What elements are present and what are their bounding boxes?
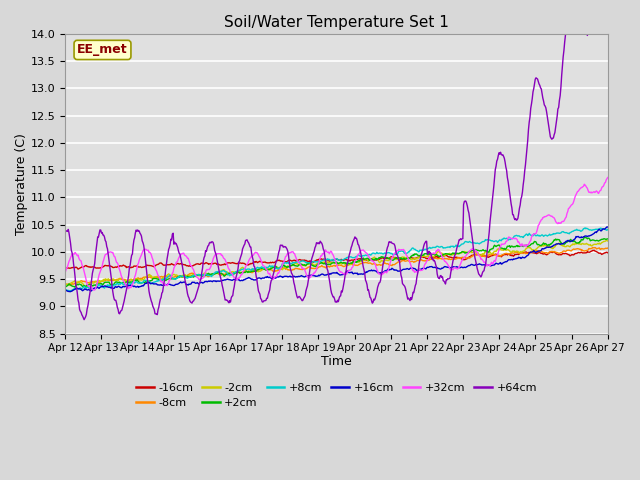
+32cm xyxy=(403,253,411,259)
-8cm xyxy=(589,245,596,251)
+32cm xyxy=(71,250,79,255)
+2cm xyxy=(71,284,79,290)
+2cm xyxy=(403,256,411,262)
+32cm xyxy=(183,254,191,260)
-8cm xyxy=(419,258,427,264)
+64cm xyxy=(80,317,88,323)
-2cm xyxy=(604,238,612,244)
Text: EE_met: EE_met xyxy=(77,43,128,57)
+32cm xyxy=(604,175,612,180)
-2cm xyxy=(603,238,611,243)
+64cm xyxy=(419,247,427,253)
+16cm xyxy=(183,282,191,288)
+16cm xyxy=(419,265,427,271)
+64cm xyxy=(128,252,136,258)
-16cm xyxy=(128,264,136,270)
-16cm xyxy=(403,255,411,261)
+8cm xyxy=(581,225,589,231)
+8cm xyxy=(212,269,220,275)
-16cm xyxy=(604,250,612,255)
-16cm xyxy=(183,263,191,269)
+64cm xyxy=(403,293,411,299)
+16cm xyxy=(403,265,411,271)
+32cm xyxy=(90,287,98,293)
+2cm xyxy=(419,252,427,258)
+32cm xyxy=(61,269,69,275)
Legend: -16cm, -8cm, -2cm, +2cm, +8cm, +16cm, +32cm, +64cm: -16cm, -8cm, -2cm, +2cm, +8cm, +16cm, +3… xyxy=(131,378,541,413)
+8cm xyxy=(61,287,69,292)
+16cm xyxy=(128,283,136,288)
+2cm xyxy=(128,279,136,285)
Title: Soil/Water Temperature Set 1: Soil/Water Temperature Set 1 xyxy=(224,15,449,30)
+16cm xyxy=(212,278,220,284)
+16cm xyxy=(604,224,612,230)
+16cm xyxy=(61,288,69,293)
-2cm xyxy=(212,271,220,276)
+64cm xyxy=(183,286,191,291)
+2cm xyxy=(183,274,191,280)
-16cm xyxy=(212,260,220,266)
+32cm xyxy=(212,252,220,257)
-2cm xyxy=(71,277,79,283)
-2cm xyxy=(128,277,136,283)
Y-axis label: Temperature (C): Temperature (C) xyxy=(15,133,28,235)
X-axis label: Time: Time xyxy=(321,355,352,368)
-8cm xyxy=(212,270,220,276)
Line: +32cm: +32cm xyxy=(65,178,608,290)
+2cm xyxy=(61,284,69,290)
-2cm xyxy=(83,284,90,290)
+32cm xyxy=(419,267,427,273)
-16cm xyxy=(419,254,427,260)
Line: -8cm: -8cm xyxy=(65,248,608,285)
-8cm xyxy=(403,258,411,264)
+16cm xyxy=(603,224,611,230)
-8cm xyxy=(183,273,191,278)
+8cm xyxy=(183,275,191,280)
-2cm xyxy=(403,255,411,261)
Line: +2cm: +2cm xyxy=(65,237,608,287)
-8cm xyxy=(128,276,136,282)
+8cm xyxy=(604,227,612,232)
-16cm xyxy=(71,265,79,271)
-8cm xyxy=(72,280,79,286)
-8cm xyxy=(604,245,612,251)
+8cm xyxy=(419,247,427,253)
-2cm xyxy=(419,253,427,259)
+8cm xyxy=(65,288,73,294)
-2cm xyxy=(61,281,69,287)
+2cm xyxy=(580,234,588,240)
+8cm xyxy=(403,250,411,256)
-8cm xyxy=(61,281,69,287)
+16cm xyxy=(72,286,79,291)
-16cm xyxy=(74,266,82,272)
+8cm xyxy=(72,286,79,291)
-16cm xyxy=(61,265,69,271)
-16cm xyxy=(590,247,598,253)
Line: -16cm: -16cm xyxy=(65,250,608,269)
Line: +64cm: +64cm xyxy=(65,0,608,320)
Line: +16cm: +16cm xyxy=(65,227,608,292)
+2cm xyxy=(604,236,612,242)
+8cm xyxy=(128,280,136,286)
Line: -2cm: -2cm xyxy=(65,240,608,287)
+16cm xyxy=(66,289,74,295)
-2cm xyxy=(183,274,191,279)
+64cm xyxy=(212,250,220,256)
+64cm xyxy=(61,229,69,235)
+2cm xyxy=(212,270,220,276)
+32cm xyxy=(128,283,136,289)
-8cm xyxy=(67,282,74,288)
+2cm xyxy=(72,283,79,288)
Line: +8cm: +8cm xyxy=(65,228,608,291)
+64cm xyxy=(71,274,79,279)
